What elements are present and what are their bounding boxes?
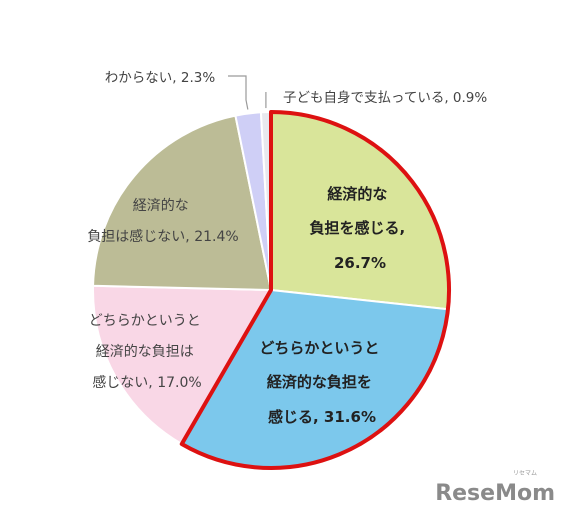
leader-lines bbox=[228, 75, 267, 110]
slice-label-3: 経済的な 負担は感じない, 21.4% bbox=[87, 198, 238, 245]
watermark-ruby: リセマム bbox=[513, 470, 537, 477]
slice-label-5: 子ども自身で支払っている, 0.9% bbox=[283, 90, 487, 106]
slice-label-1: どちらかというと 経済的な負担を 感じる, 31.6% bbox=[259, 339, 384, 426]
pie-slice-3 bbox=[92, 114, 273, 292]
pie-slice-0 bbox=[270, 110, 450, 311]
slice-label-2: どちらかというと 経済的な負担は 感じない, 17.0% bbox=[89, 313, 205, 391]
highlight-outline bbox=[179, 110, 451, 470]
pie-slices bbox=[92, 110, 450, 469]
slice-label-0: 経済的な 負担を感じる, 26.7% bbox=[310, 185, 411, 272]
pie-slice-2 bbox=[92, 284, 273, 446]
watermark-logo: ReseMom bbox=[435, 481, 555, 506]
slice-label-4: わからない, 2.3% bbox=[105, 70, 216, 86]
leader-line-4 bbox=[228, 75, 249, 110]
